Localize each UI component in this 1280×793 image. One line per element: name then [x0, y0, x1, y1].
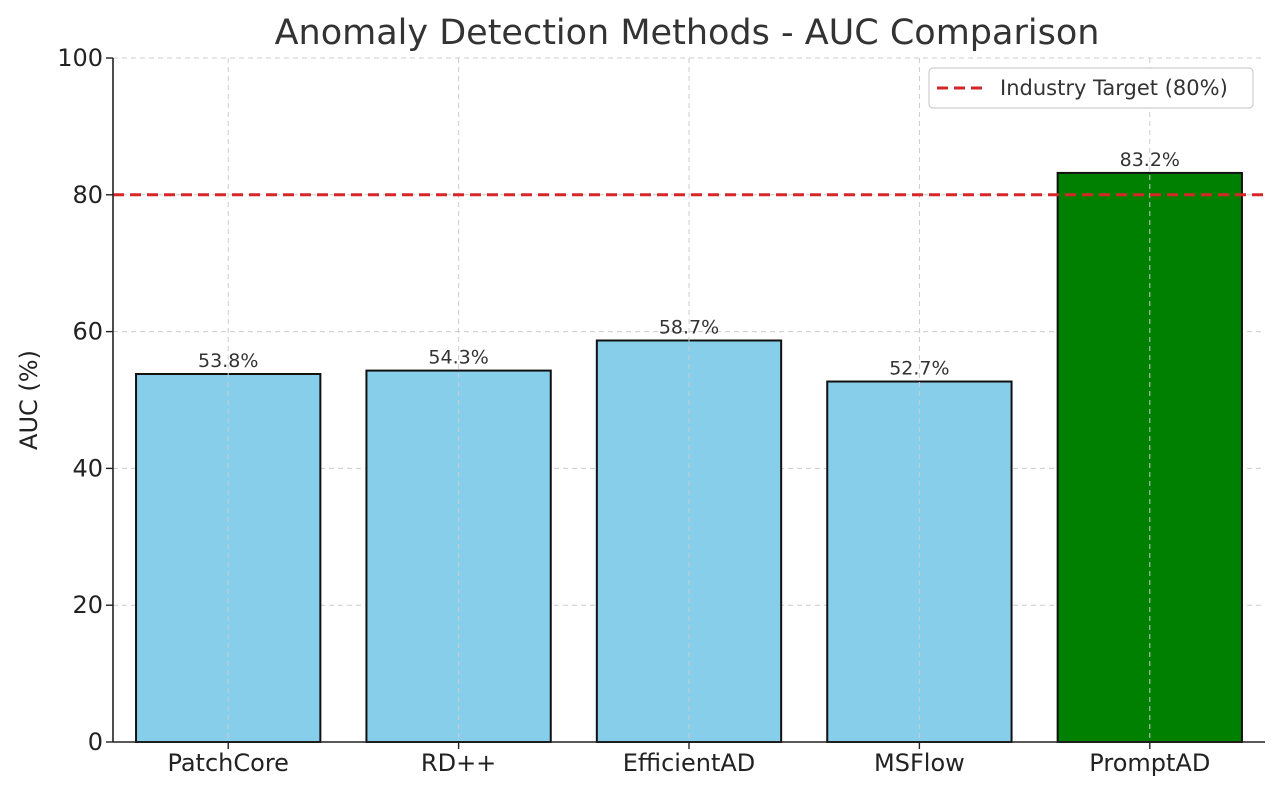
y-tick-label: 40 — [72, 454, 103, 482]
y-axis-label: AUC (%) — [15, 350, 43, 450]
y-tick-label: 60 — [72, 318, 103, 346]
chart-title: Anomaly Detection Methods - AUC Comparis… — [275, 13, 1100, 53]
legend-box — [928, 67, 1254, 109]
legend-label: Industry Target (80%) — [1000, 76, 1228, 100]
y-tick-label: 100 — [57, 44, 103, 72]
data-label: 53.8% — [198, 350, 258, 372]
data-label: 58.7% — [659, 316, 719, 338]
y-tick-label: 80 — [72, 181, 103, 209]
bar-msflow — [826, 380, 1013, 743]
bar-efficientad — [595, 339, 783, 743]
data-label: 83.2% — [1120, 149, 1180, 171]
legend: Industry Target (80%) — [928, 67, 1254, 109]
x-tick-label: PatchCore — [167, 749, 288, 777]
x-tick-label: EfficientAD — [623, 749, 756, 777]
y-tick-label: 0 — [88, 728, 103, 756]
x-tick-label: PromptAD — [1089, 749, 1210, 777]
x-tick-label: RD++ — [421, 749, 496, 777]
data-label: 52.7% — [889, 358, 949, 380]
labels: 0 20 40 60 80 100 53.8% 54.3% 58.7% 52.7% 83.2% Pat… — [57, 44, 1210, 777]
data-label: 54.3% — [428, 347, 488, 369]
x-tick-label: MSFlow — [874, 749, 965, 777]
y-tick-label: 20 — [72, 591, 103, 619]
axes — [106, 57, 1265, 749]
